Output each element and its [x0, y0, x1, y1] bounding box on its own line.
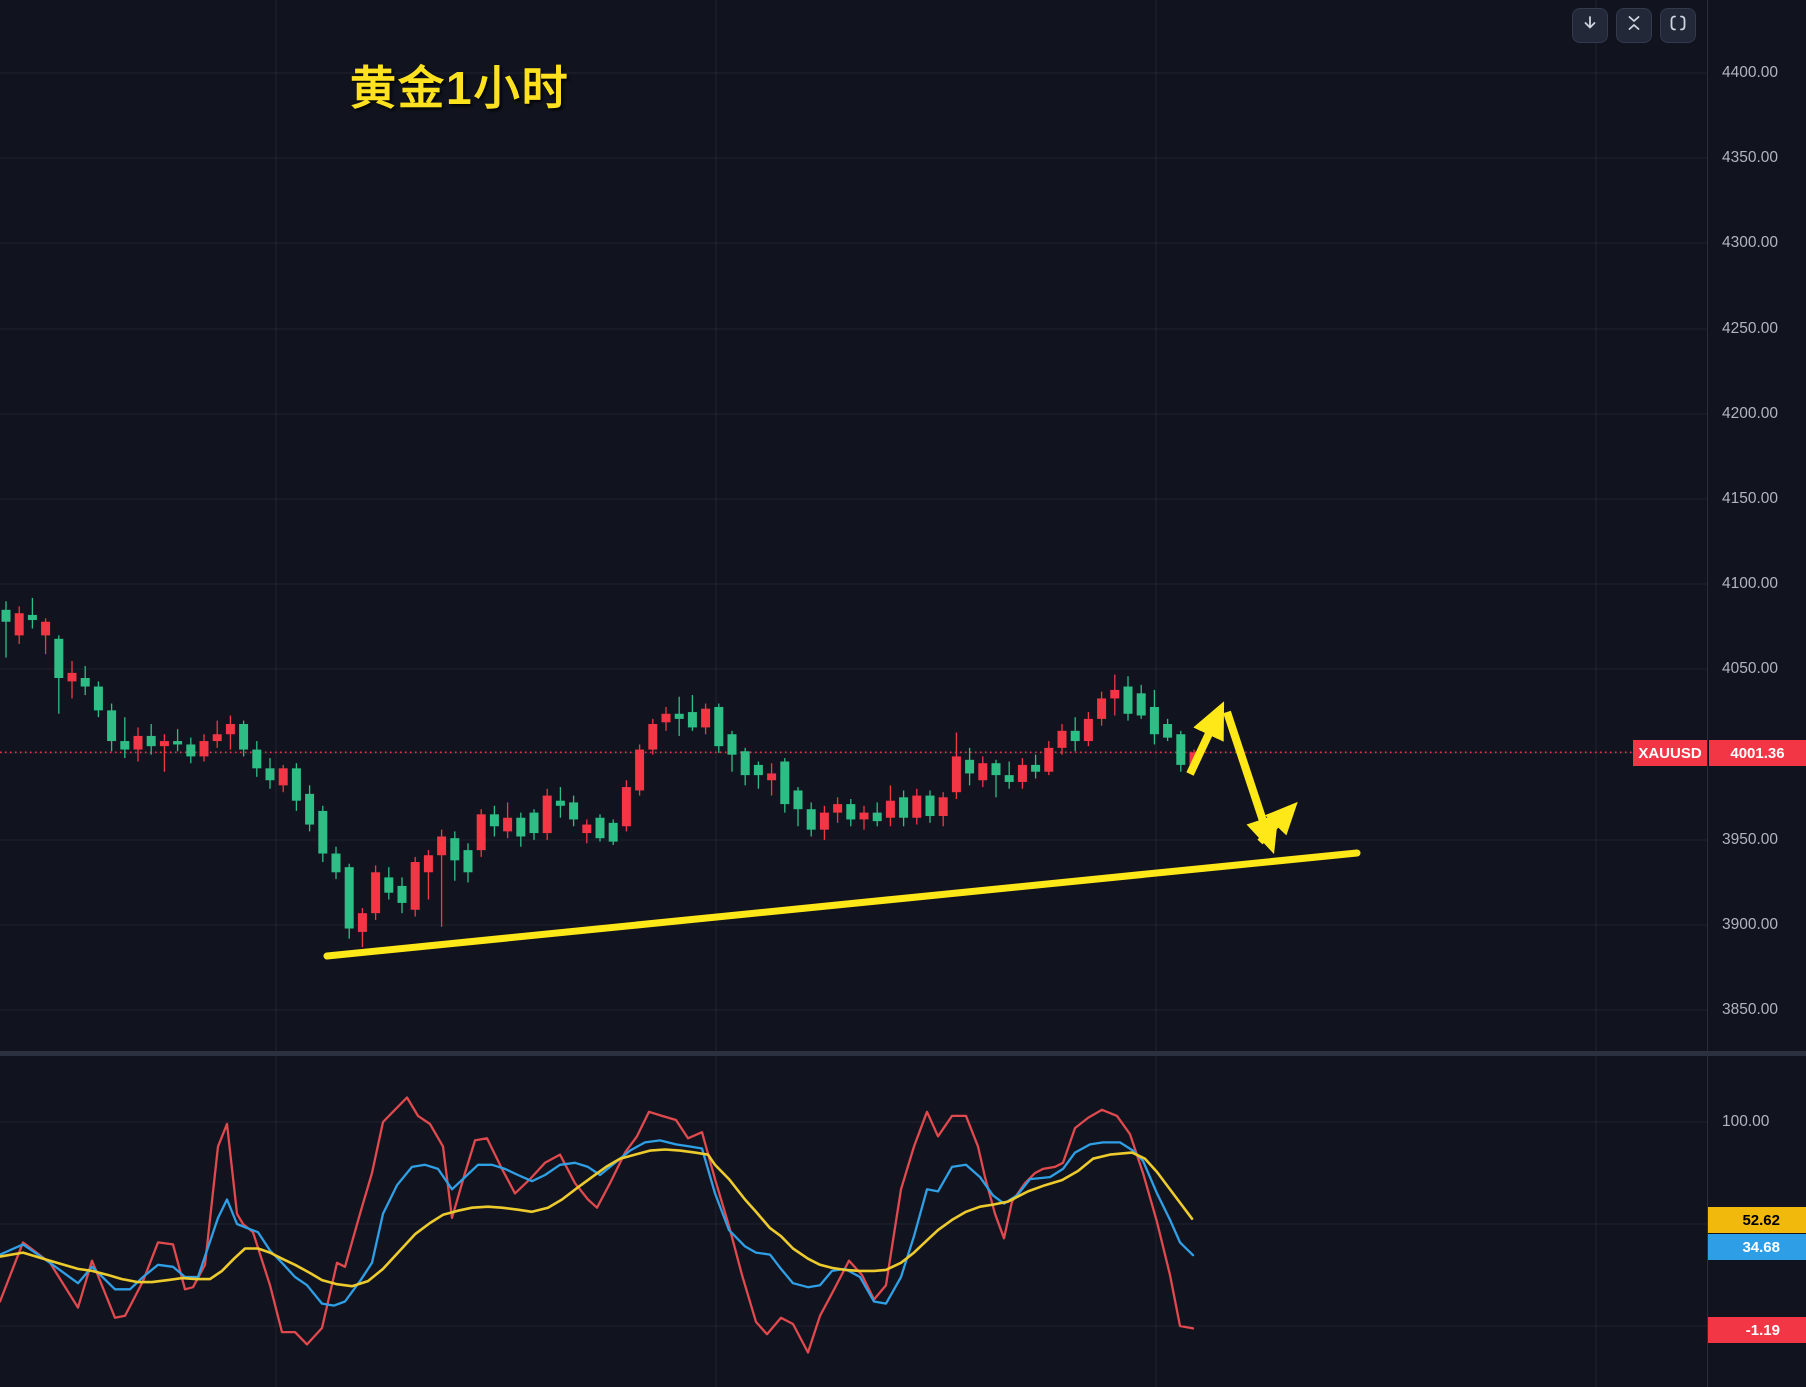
current-price-value: 4001.36 [1709, 740, 1806, 766]
oscillator-line-J [0, 1148, 1194, 1288]
maximize-pane-button[interactable] [1660, 8, 1696, 43]
indicator-axis-label: 100.00 [1722, 1113, 1770, 1130]
symbol-badge: XAUUSD [1633, 740, 1707, 766]
indicator-value-label: -1.19 [1708, 1317, 1806, 1343]
price-axis-label: 4100.00 [1722, 575, 1779, 592]
price-axis-label: 3900.00 [1722, 916, 1779, 933]
price-axis-label: 4300.00 [1722, 234, 1779, 251]
trendline[interactable] [323, 849, 1361, 960]
gridlines [0, 0, 1707, 1387]
pane-toolbar [1572, 8, 1696, 43]
price-axis-label: 4350.00 [1722, 149, 1779, 166]
chart-title-annotation: 黄金1小时 [350, 62, 570, 114]
price-axis-label: 3850.00 [1722, 1001, 1779, 1018]
price-axis-label: 4050.00 [1722, 660, 1779, 677]
indicator-value-label: 34.68 [1708, 1234, 1806, 1260]
arrow-up[interactable] [1186, 701, 1225, 776]
arrow-down[interactable] [1223, 710, 1279, 855]
drawing-annotations[interactable] [323, 701, 1361, 960]
price-axis-label: 3950.00 [1722, 831, 1779, 848]
axis-border [1707, 0, 1708, 1387]
candlestick-series[interactable] [1, 597, 1199, 948]
collapse-pane-button[interactable] [1616, 8, 1652, 43]
arrow-down-icon [1581, 14, 1599, 37]
price-axis-label: 4150.00 [1722, 490, 1779, 507]
price-axis-label: 4200.00 [1722, 405, 1779, 422]
price-axis-label: 4250.00 [1722, 320, 1779, 337]
price-axis-label: 4400.00 [1722, 64, 1779, 81]
download-button[interactable] [1572, 8, 1608, 43]
indicator-value-label: 52.62 [1708, 1207, 1806, 1233]
oscillator-line-D [0, 1139, 1195, 1307]
current-price-label: XAUUSD 4001.36 [1633, 740, 1806, 766]
pane-separator[interactable] [0, 1051, 1806, 1056]
fullscreen-icon [1669, 14, 1687, 37]
arrow-bounce-up[interactable] [1257, 801, 1298, 845]
oscillator-line-K [0, 1096, 1195, 1354]
collapse-icon [1625, 14, 1643, 37]
